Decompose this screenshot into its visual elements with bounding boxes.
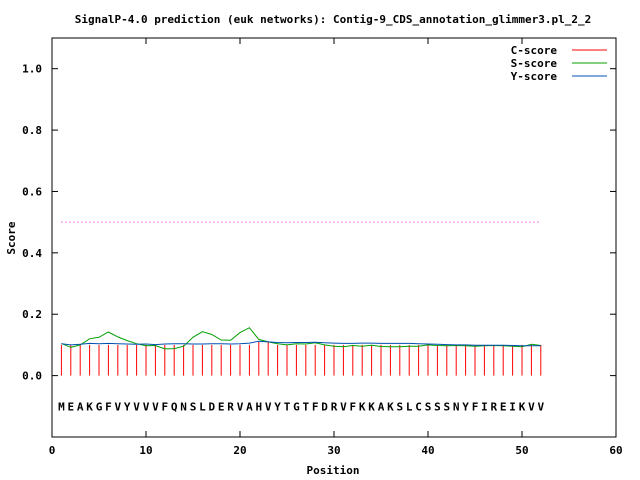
sequence-residue: V	[265, 400, 272, 413]
sequence-residue: A	[246, 400, 253, 413]
sequence-residue: D	[321, 400, 328, 413]
sequence-residue: D	[208, 400, 215, 413]
y-tick-label: 0.2	[22, 308, 42, 321]
y-tick-label: 0.4	[22, 247, 42, 260]
sequence-residue: E	[218, 400, 225, 413]
sequence-residue: E	[67, 400, 74, 413]
sequence-residue: V	[340, 400, 347, 413]
y-tick-label: 0.6	[22, 185, 42, 198]
sequence-residue: T	[302, 400, 309, 413]
sequence-residue: L	[406, 400, 413, 413]
sequence-residue: V	[237, 400, 244, 413]
legend-label: Y-score	[511, 70, 558, 83]
s-score-line	[61, 327, 541, 350]
chart-title: SignalP-4.0 prediction (euk networks): C…	[75, 13, 592, 26]
sequence-residue: I	[509, 400, 516, 413]
x-tick-label: 20	[233, 444, 246, 457]
sequence-residue: R	[331, 400, 338, 413]
sequence-residue: H	[255, 400, 262, 413]
x-tick-label: 50	[515, 444, 528, 457]
c-score-impulses	[60, 341, 542, 376]
sequence-residue: F	[105, 400, 112, 413]
sequence-residue: S	[443, 400, 450, 413]
sequence-residue: R	[227, 400, 234, 413]
sequence-residue: K	[86, 400, 93, 413]
sequence-residue: N	[180, 400, 187, 413]
y-axis: 0.0 0.2 0.4 0.6 0.8 1.0	[22, 63, 616, 383]
sequence-residue: Y	[274, 400, 281, 413]
y-tick-label: 1.0	[22, 63, 42, 76]
sequence-residue: S	[190, 400, 197, 413]
legend-label: C-score	[511, 44, 558, 57]
sequence-residue: F	[349, 400, 356, 413]
sequence-residue: K	[368, 400, 375, 413]
sequence-residue: L	[199, 400, 206, 413]
legend-label: S-score	[511, 57, 558, 70]
sequence-residue: K	[519, 400, 526, 413]
y-tick-label: 0.0	[22, 370, 42, 383]
sequence-residue: Y	[124, 400, 131, 413]
sequence-residue: F	[312, 400, 319, 413]
sequence-residue: G	[96, 400, 103, 413]
x-tick-label: 30	[327, 444, 340, 457]
sequence-residue: F	[161, 400, 168, 413]
plot-frame	[51, 37, 617, 438]
sequence-residue: Y	[462, 400, 469, 413]
sequence-residue: S	[425, 400, 432, 413]
sequence-residue: E	[500, 400, 507, 413]
sequence-residue: F	[472, 400, 479, 413]
sequence-residue: A	[77, 400, 84, 413]
sequence-residue: K	[387, 400, 394, 413]
x-tick-label: 10	[139, 444, 152, 457]
sequence-residue: C	[415, 400, 422, 413]
sequence-residue: V	[133, 400, 140, 413]
sequence-residue: A	[378, 400, 385, 413]
sequence-residue: S	[396, 400, 403, 413]
sequence-residue: T	[284, 400, 291, 413]
sequence-residue: R	[490, 400, 497, 413]
x-tick-label: 60	[609, 444, 622, 457]
sequence-residue: V	[528, 400, 535, 413]
y-score-line	[61, 340, 541, 347]
sequence-residue: V	[114, 400, 121, 413]
y-axis-label: Score	[5, 221, 18, 254]
sequence-residue: V	[152, 400, 159, 413]
x-axis-label: Position	[307, 464, 360, 477]
x-tick-label: 40	[421, 444, 434, 457]
sequence-residue: S	[434, 400, 441, 413]
sequence-residue: V	[143, 400, 150, 413]
sequence-residue: G	[293, 400, 300, 413]
x-tick-label: 0	[49, 444, 56, 457]
sequence-residue: Q	[171, 400, 178, 413]
sequence-residue: M	[58, 400, 65, 413]
sequence-residue: V	[537, 400, 544, 413]
y-tick-label: 0.8	[22, 124, 42, 137]
sequence-residue: N	[453, 400, 460, 413]
x-axis: 0 10 20 30 40 50 60	[49, 38, 623, 457]
sequence-residue: K	[359, 400, 366, 413]
sequence-residue: I	[481, 400, 488, 413]
